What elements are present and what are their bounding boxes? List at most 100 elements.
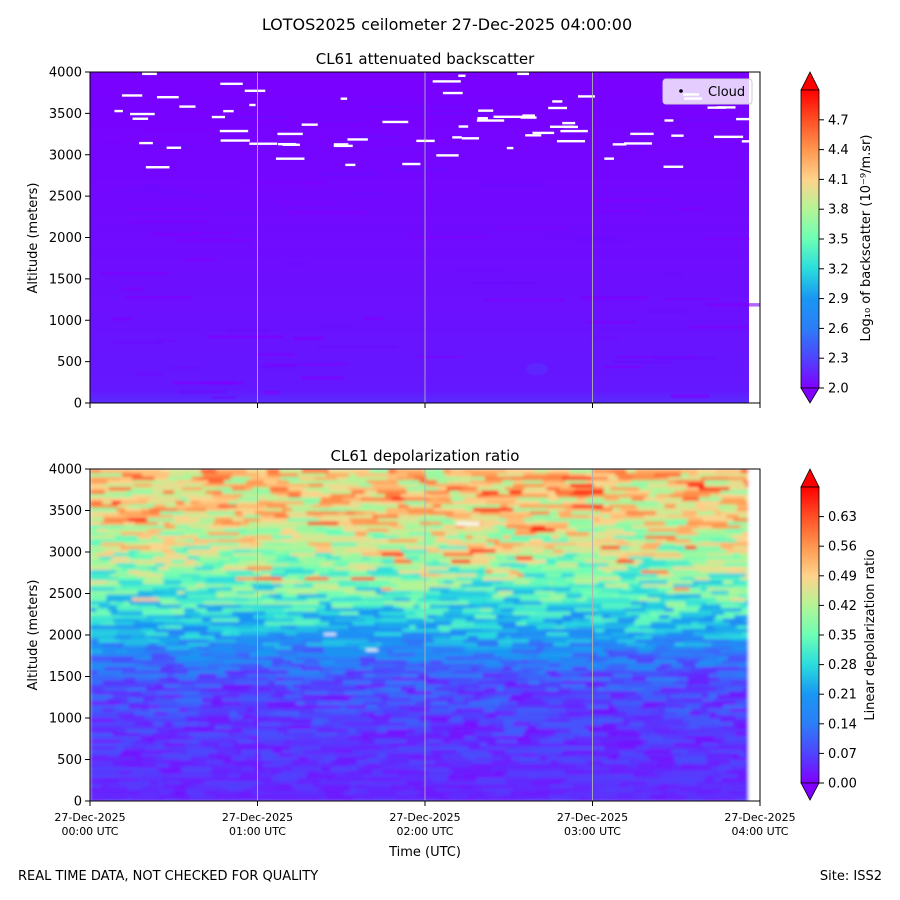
depolarization-cell bbox=[236, 638, 258, 643]
depolarization-cell bbox=[240, 700, 268, 705]
depolarization-cell bbox=[176, 479, 210, 484]
depolarization-cell bbox=[406, 507, 435, 512]
depolarization-cell bbox=[373, 534, 399, 539]
depolarization-cell bbox=[334, 666, 356, 671]
depolarization-cell bbox=[159, 638, 179, 643]
depolarization-cell bbox=[120, 614, 148, 619]
depolarization-cell bbox=[720, 790, 729, 795]
depolarization-cell bbox=[174, 538, 187, 543]
depolarization-cell bbox=[234, 534, 243, 539]
depolarization-cell bbox=[721, 517, 735, 522]
depolarization-cell bbox=[253, 718, 286, 723]
depolarization-cell bbox=[464, 469, 479, 474]
depolarization-cell bbox=[211, 617, 241, 622]
depolarization-cell bbox=[627, 655, 657, 661]
depolarization-cell bbox=[513, 579, 531, 584]
depolarization-cell bbox=[539, 614, 564, 619]
depolarization-cell bbox=[425, 472, 446, 477]
depolarization-cell bbox=[730, 766, 750, 771]
depolarization-cell bbox=[353, 669, 372, 674]
depolarization-cell bbox=[147, 500, 177, 505]
depolarization-cell bbox=[253, 676, 270, 681]
depolarization-cell bbox=[296, 621, 316, 626]
depolarization-cell bbox=[287, 572, 314, 578]
depolarization-cell bbox=[381, 721, 407, 726]
depolarization-cell bbox=[482, 503, 501, 508]
depolarization-cell bbox=[292, 714, 308, 719]
depolarization-cell bbox=[241, 635, 264, 640]
depolarization-cell bbox=[434, 759, 458, 764]
depolarization-cell bbox=[258, 721, 282, 726]
depolarization-cell bbox=[700, 541, 721, 546]
depolarization-cell bbox=[223, 759, 255, 764]
depolarization-cell bbox=[186, 749, 219, 754]
cloud-marker bbox=[548, 106, 568, 110]
depolarization-cell bbox=[187, 555, 201, 560]
depolarization-cell bbox=[90, 679, 104, 685]
depolarization-cell bbox=[312, 513, 324, 519]
depolarization-cell bbox=[293, 617, 321, 622]
depolarization-cell bbox=[213, 745, 227, 750]
depolarization-cell bbox=[139, 624, 159, 629]
depolarization-cell bbox=[169, 762, 186, 768]
depolarization-cell bbox=[258, 686, 272, 692]
depolarization-cell bbox=[637, 648, 653, 654]
depolarization-cell bbox=[90, 531, 106, 536]
depolarization-cell bbox=[151, 593, 181, 598]
depolarization-cell bbox=[630, 686, 646, 692]
depolarization-cell bbox=[685, 690, 709, 695]
depolarization-cell bbox=[300, 558, 329, 564]
depolarization-cell bbox=[355, 472, 379, 477]
depolarization-cell bbox=[270, 780, 279, 785]
depolarization-cell bbox=[90, 558, 98, 564]
depolarization-cell bbox=[546, 690, 570, 695]
depolarization-cell bbox=[429, 659, 444, 664]
depolarization-cell bbox=[640, 797, 657, 801]
depolarization-cell bbox=[256, 555, 278, 560]
depolarization-cell bbox=[493, 693, 512, 699]
depolarization-cell bbox=[464, 735, 477, 740]
depolarization-cell bbox=[391, 628, 404, 633]
depolarization-cell bbox=[635, 638, 668, 643]
depolarization-cell bbox=[597, 686, 606, 692]
depolarization-cell bbox=[374, 686, 382, 692]
depolarization-cell bbox=[683, 638, 703, 643]
depolarization-cell bbox=[398, 704, 415, 709]
depolarization-cell bbox=[318, 759, 332, 764]
depolarization-cell bbox=[153, 555, 175, 560]
depolarization-cell bbox=[451, 635, 469, 640]
depolarization-cell bbox=[121, 624, 141, 629]
depolarization-cell bbox=[187, 669, 215, 674]
depolarization-cell bbox=[471, 728, 488, 733]
depolarization-cell bbox=[366, 479, 399, 484]
depolarization-cell bbox=[403, 500, 427, 505]
depolarization-cell bbox=[719, 697, 747, 702]
depolarization-cell bbox=[316, 673, 327, 678]
depolarization-cell bbox=[589, 662, 603, 667]
depolarization-cell bbox=[381, 745, 399, 750]
depolarization-cell bbox=[172, 721, 199, 726]
depolarization-cell bbox=[677, 783, 703, 788]
depolarization-cell bbox=[147, 638, 161, 643]
depolarization-cell bbox=[155, 562, 166, 567]
backscatter-streak bbox=[283, 263, 305, 266]
depolarization-cell bbox=[385, 690, 408, 695]
depolarization-cell bbox=[170, 469, 182, 474]
depolarization-cell bbox=[153, 617, 182, 622]
depolarization-cell bbox=[123, 524, 154, 529]
y-tick-label: 3000 bbox=[49, 148, 82, 163]
depolarization-cell bbox=[721, 496, 746, 501]
depolarization-cell bbox=[408, 707, 431, 712]
depolarization-cell bbox=[655, 666, 667, 671]
depolarization-cell bbox=[711, 555, 744, 560]
depolarization-cell bbox=[167, 745, 188, 750]
depolarization-cell bbox=[316, 686, 336, 692]
depolarization-cell bbox=[288, 513, 314, 519]
depolarization-cell bbox=[747, 693, 750, 699]
depolarization-cell bbox=[464, 645, 489, 650]
depolarization-cell bbox=[512, 666, 522, 671]
depolarization-cell bbox=[409, 624, 417, 629]
depolarization-cell bbox=[666, 621, 692, 626]
depolarization-cell bbox=[443, 552, 474, 557]
backscatter-streak bbox=[156, 338, 176, 342]
